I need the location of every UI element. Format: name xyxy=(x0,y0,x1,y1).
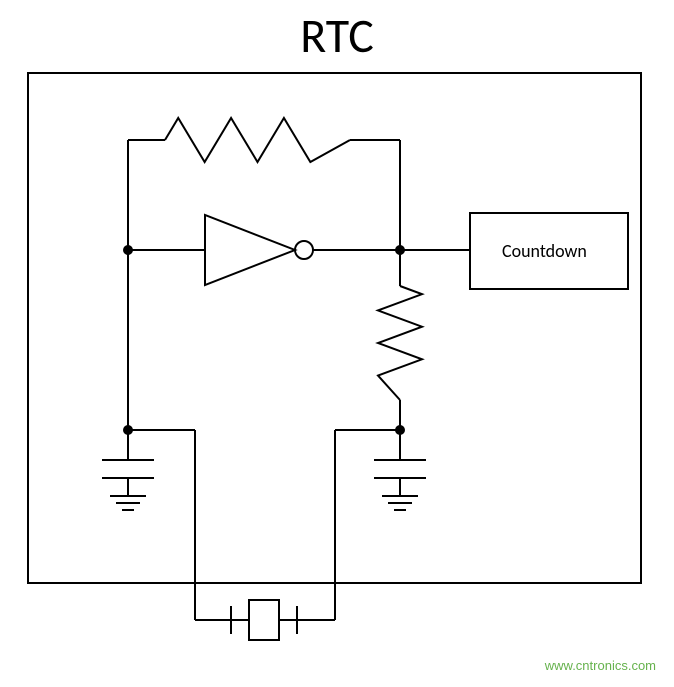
diagram-title: RTC xyxy=(0,6,674,65)
rtc-schematic xyxy=(0,0,674,687)
source-watermark: www.cntronics.com xyxy=(545,658,656,673)
countdown-block-label: Countdown xyxy=(502,240,587,262)
